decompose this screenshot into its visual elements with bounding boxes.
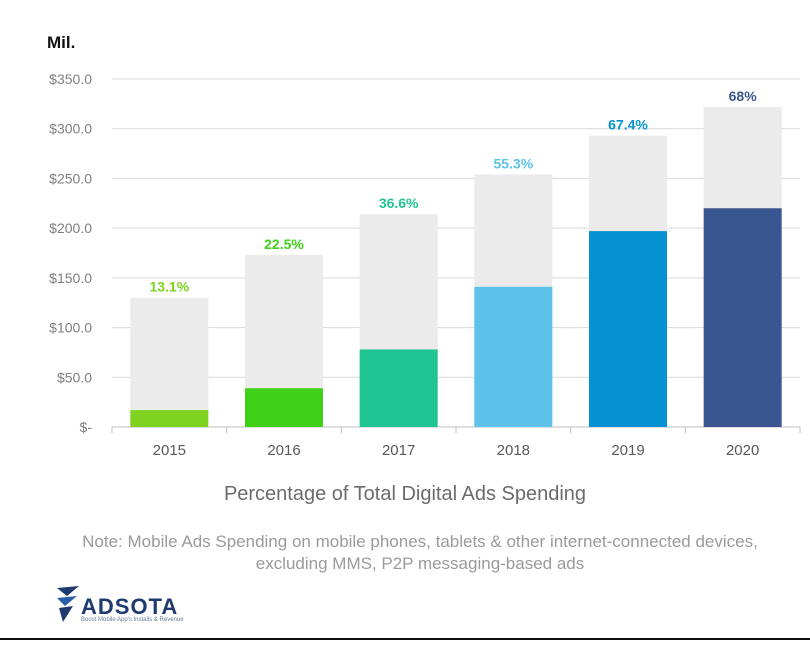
x-tick-label: 2019 (611, 442, 644, 459)
chart-note: Note: Mobile Ads Spending on mobile phon… (0, 531, 810, 575)
x-tick-label: 2020 (726, 442, 759, 459)
logo-tagline: Boost Mobile App's Installs & Revenue (81, 617, 184, 623)
y-tick-label: $- (80, 419, 93, 435)
data-label-2019: 67.4% (608, 117, 648, 133)
y-tick-label: $50.0 (57, 369, 92, 385)
bar-mobile-2018 (474, 286, 553, 427)
y-tick-label: $100.0 (49, 320, 92, 336)
note-line-1: Note: Mobile Ads Spending on mobile phon… (82, 532, 758, 551)
logo-name: ADSOTA (81, 594, 179, 619)
bar-total-2015 (130, 297, 209, 427)
y-tick-label: $300.0 (49, 121, 92, 137)
data-label-2020: 68% (729, 88, 758, 104)
bottom-divider (0, 638, 810, 640)
data-label-2016: 22.5% (264, 236, 304, 252)
y-tick-label: $200.0 (49, 220, 92, 236)
y-tick-label: $150.0 (49, 270, 92, 286)
adsota-logo: ADSOTA Boost Mobile App's Installs & Rev… (55, 584, 205, 626)
data-label-2018: 55.3% (493, 155, 533, 171)
bar-mobile-2019 (589, 231, 667, 427)
bar-mobile-2017 (359, 349, 438, 427)
chart-title: Percentage of Total Digital Ads Spending (223, 483, 587, 505)
bar-mobile-2015 (130, 410, 209, 427)
note-line-2: excluding MMS, P2P messaging-based ads (255, 554, 585, 573)
bar-mobile-2020 (703, 208, 782, 427)
x-tick-label: 2017 (382, 442, 415, 459)
adsota-wing-icon (57, 586, 79, 622)
x-tick-label: 2018 (497, 442, 530, 459)
x-tick-label: 2016 (267, 442, 300, 459)
bar-mobile-2016 (245, 388, 323, 427)
data-label-2015: 13.1% (149, 279, 189, 295)
bar-chart: $- $50.0 $100.0 $150.0 $200.0 $250.0 $300.0 $35… (49, 71, 801, 459)
y-tick-label: $350.0 (49, 71, 92, 87)
y-tick-label: $250.0 (49, 170, 92, 186)
x-tick-label: 2015 (153, 442, 186, 459)
y-axis-unit-label: Mil. (47, 33, 76, 52)
data-label-2017: 36.6% (379, 195, 419, 211)
